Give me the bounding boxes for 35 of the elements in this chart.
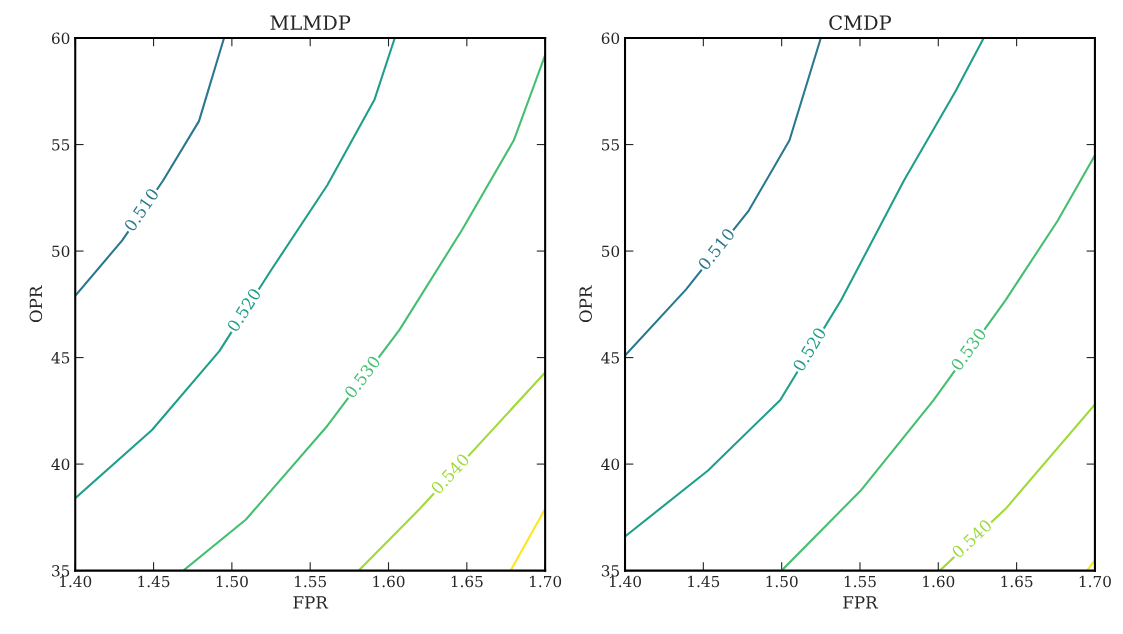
y-tick-label: 45 xyxy=(601,352,619,364)
x-tick-label: 1.45 xyxy=(688,575,720,588)
y-tick-label: 40 xyxy=(51,458,70,471)
y-tick-label: 40 xyxy=(601,458,620,471)
x-tick-label: 1.40 xyxy=(609,575,642,588)
x-tick-label: 1.50 xyxy=(216,575,248,588)
x-tick-label: 1.50 xyxy=(766,575,798,588)
y-tick-label: 45 xyxy=(51,352,70,364)
chart-title: MLMDP xyxy=(270,15,351,30)
line-series xyxy=(75,38,396,500)
x-axis-title: FPR xyxy=(293,596,329,609)
x-tick-label: 1.60 xyxy=(373,575,405,588)
x-tick-label: 1.55 xyxy=(844,575,876,588)
chart-title: CMDP xyxy=(829,15,892,30)
line-series xyxy=(780,154,1095,571)
x-tick-label: 1.70 xyxy=(1079,575,1111,588)
y-tick-label: 50 xyxy=(52,245,70,258)
x-tick-label: 1.60 xyxy=(923,575,955,588)
y-tick-label: 35 xyxy=(52,565,70,577)
y-tick-label: 60 xyxy=(51,32,70,45)
x-tick-label: 1.65 xyxy=(1001,575,1033,588)
x-tick-label: 1.55 xyxy=(295,575,327,588)
y-axis-title: OPR xyxy=(579,285,592,323)
y-tick-label: 55 xyxy=(602,139,619,151)
x-tick-label: 1.70 xyxy=(530,575,562,588)
y-axis-title: OPR xyxy=(29,285,43,323)
y-tick-label: 35 xyxy=(601,565,619,577)
x-tick-label: 1.65 xyxy=(451,575,483,588)
x-tick-label: 1.40 xyxy=(60,575,92,588)
x-tick-label: 1.45 xyxy=(138,575,170,588)
y-tick-label: 50 xyxy=(602,245,620,258)
line-series xyxy=(182,54,546,571)
x-axis-title: FPR xyxy=(843,596,879,609)
y-tick-label: 60 xyxy=(601,32,620,45)
y-tick-label: 55 xyxy=(52,139,70,151)
